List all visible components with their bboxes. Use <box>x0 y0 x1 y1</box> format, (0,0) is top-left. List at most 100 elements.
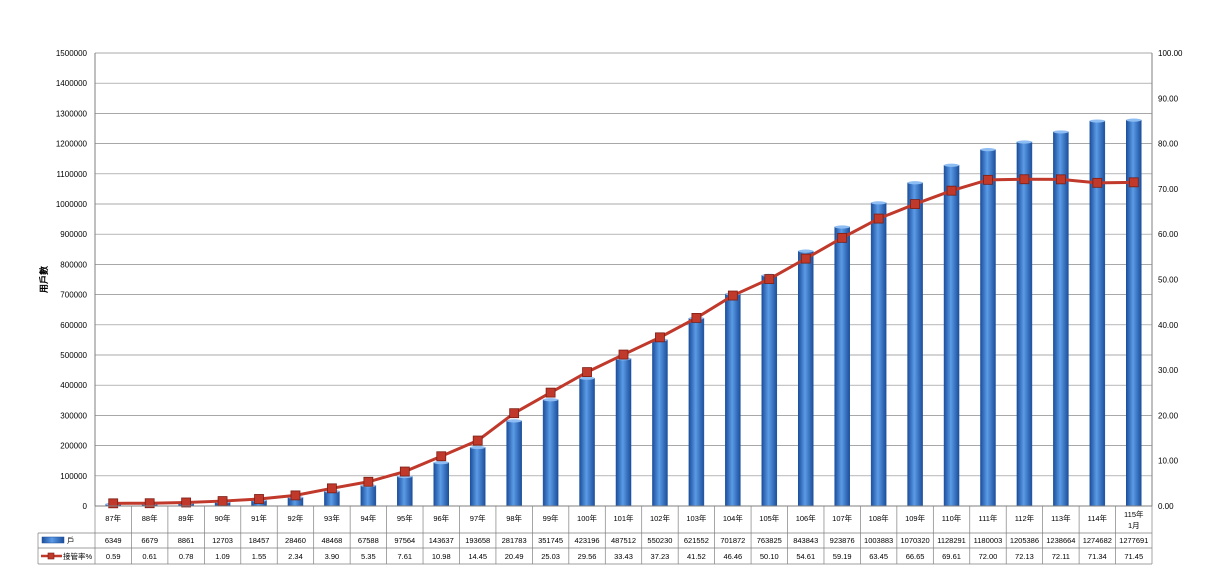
line-marker <box>691 313 702 323</box>
table-cell-households: 143637 <box>429 536 454 545</box>
x-tick-label: 112年 <box>1015 513 1035 523</box>
x-tick-label: 106年 <box>796 513 817 523</box>
bar-cap <box>506 419 522 423</box>
bar-cap <box>871 201 887 205</box>
bar <box>870 202 887 507</box>
table-cell-households: 763825 <box>757 536 782 545</box>
line-marker <box>144 498 155 509</box>
table-cell-households: 1238664 <box>1046 536 1075 545</box>
bar <box>1016 141 1033 507</box>
y-tick-label: 1100000 <box>56 170 87 179</box>
x-tick-label: 107年 <box>832 513 853 523</box>
table-cell-households: 701872 <box>720 536 745 545</box>
table-cell-rate: 72.11 <box>1052 552 1070 561</box>
y-tick-label: 100000 <box>60 472 87 481</box>
line-marker <box>873 213 884 224</box>
table-cell-households: 28460 <box>285 536 306 545</box>
x-tick-label: 95年 <box>397 513 413 523</box>
bar <box>469 447 486 507</box>
y-tick-label: 1400000 <box>56 79 88 88</box>
line-marker <box>472 435 483 446</box>
table-cell-rate: 1.09 <box>215 552 230 561</box>
y-tick-label: 900000 <box>60 230 87 239</box>
line-marker <box>254 494 264 504</box>
table-cell-rate: 69.61 <box>942 552 961 561</box>
table-cell-rate: 37.23 <box>651 552 670 561</box>
y-tick-label: 400000 <box>60 381 87 390</box>
line-marker <box>509 408 520 419</box>
bar <box>943 165 960 507</box>
y-tick-label: 800000 <box>60 260 87 269</box>
table-cell-rate: 46.46 <box>723 552 742 561</box>
y2-tick-label: 10.00 <box>1158 457 1179 466</box>
table-cell-households: 6349 <box>105 536 122 545</box>
bar <box>907 182 923 507</box>
x-tick-label: 96年 <box>433 513 449 523</box>
line-marker <box>655 332 665 343</box>
y-tick-label: 0 <box>83 502 88 511</box>
bar <box>761 275 778 507</box>
x-tick-label: 88年 <box>142 513 158 523</box>
bar <box>360 485 377 507</box>
table-cell-rate: 59.19 <box>833 552 852 561</box>
line-marker <box>217 496 228 506</box>
table-cell-rate: 0.59 <box>106 552 121 561</box>
line-marker <box>545 387 556 398</box>
line-marker <box>399 466 410 477</box>
table-cell-households: 1003883 <box>864 536 893 545</box>
x-tick-label: 92年 <box>288 513 304 523</box>
x-tick-label: 100年 <box>577 513 598 523</box>
line-marker <box>1019 174 1030 185</box>
table-cell-households: 1277691 <box>1119 536 1148 545</box>
table-cell-rate: 71.45 <box>1124 552 1143 561</box>
bar-cap <box>798 249 814 253</box>
table-cell-households: 8861 <box>178 536 195 545</box>
x-tick-label: 104年 <box>723 513 744 523</box>
table-cell-households: 1180003 <box>974 536 1003 545</box>
table-cell-rate: 10.98 <box>432 552 451 561</box>
y2-tick-label: 20.00 <box>1158 411 1179 420</box>
line-marker <box>618 349 629 360</box>
table-cell-households: 1205386 <box>1010 536 1039 545</box>
table-cell-rate: 72.13 <box>1015 552 1034 561</box>
legend-key-bar <box>41 536 65 544</box>
bar <box>324 491 340 507</box>
table-cell-rate: 41.52 <box>687 552 706 561</box>
x-tick-label: 93年 <box>324 513 340 523</box>
table-cell-rate: 14.45 <box>468 552 487 561</box>
y2-tick-label: 60.00 <box>1158 230 1179 239</box>
table-cell-rate: 1.55 <box>252 552 267 561</box>
table-cell-rate: 54.61 <box>796 552 815 561</box>
bar-cap <box>944 163 960 167</box>
y2-tick-label: 90.00 <box>1158 94 1179 103</box>
y-tick-label: 1500000 <box>56 49 88 58</box>
legend-label-line: 接管率% <box>63 551 92 561</box>
table-cell-households: 193658 <box>465 536 490 545</box>
x-tick-label: 108年 <box>869 513 890 523</box>
bar-cap <box>1053 130 1069 134</box>
table-cell-rate: 72.00 <box>979 552 998 561</box>
bar <box>652 339 668 507</box>
bar <box>834 226 850 507</box>
line-marker <box>946 185 957 196</box>
line-marker <box>764 274 775 284</box>
y-tick-label: 600000 <box>60 321 87 330</box>
line-marker <box>910 199 920 209</box>
table-cell-households: 67588 <box>358 536 379 545</box>
table-cell-rate: 0.78 <box>179 552 194 561</box>
x-tick-label: 98年 <box>506 513 522 523</box>
legend-key-marker <box>47 552 55 560</box>
table-cell-rate: 66.65 <box>906 552 925 561</box>
line-marker <box>727 290 738 301</box>
line-marker <box>108 498 119 509</box>
line-marker <box>837 232 848 243</box>
y2-tick-label: 0.00 <box>1158 502 1174 511</box>
bar-cap <box>1016 140 1032 144</box>
line-marker <box>1092 177 1103 188</box>
x-tick-label: 1月 <box>1128 521 1140 530</box>
x-tick-label: 105年 <box>759 513 780 523</box>
table-cell-rate: 63.45 <box>869 552 888 561</box>
table-cell-rate: 5.35 <box>361 552 376 561</box>
table-cell-rate: 20.49 <box>505 552 524 561</box>
bar <box>725 293 741 507</box>
